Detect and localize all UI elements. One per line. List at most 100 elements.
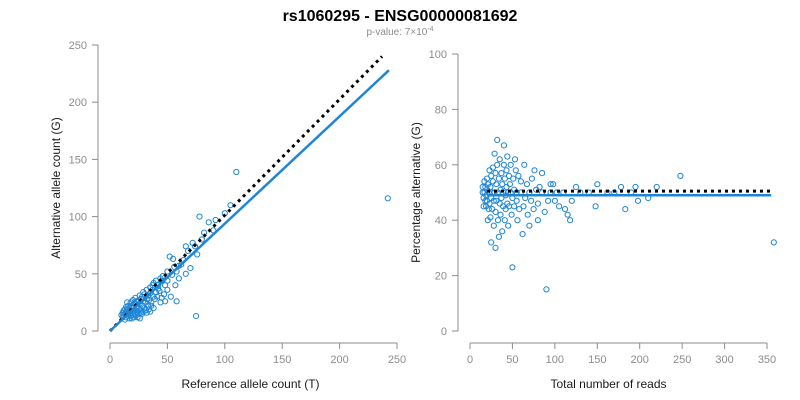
left-data-point [175, 275, 182, 282]
right-data-point [496, 200, 503, 207]
left-y-tick-label: 150 [69, 154, 87, 166]
right-x-tick-label: 250 [673, 354, 691, 366]
right-data-point [494, 161, 501, 168]
right-data-point [528, 197, 535, 204]
right-x-tick-label: 100 [546, 354, 564, 366]
right-data-point [489, 164, 496, 171]
right-data-point [573, 183, 580, 191]
right-data-point [503, 167, 510, 174]
right-data-point [561, 206, 569, 213]
right-y-tick-label: 0 [441, 326, 447, 338]
right-data-point [495, 175, 502, 182]
right-data-point [496, 156, 503, 163]
right-data-point [500, 142, 507, 149]
right-data-point [494, 136, 501, 143]
right-data-point [486, 167, 493, 174]
left-data-point [212, 216, 219, 224]
right-data-point [526, 222, 533, 229]
left-x-tick-label: 0 [107, 354, 113, 366]
right-data-point [490, 222, 497, 229]
left-data-point [384, 195, 391, 202]
left-data-point [154, 293, 161, 300]
left-scatter-panel: 0 50 100 150 200 250 0 50 100 150 200 250 Reference … [49, 40, 406, 391]
right-y-tick-label: 80 [435, 104, 447, 116]
right-x-tick-label: 0 [467, 354, 473, 366]
left-y-axis-label: Alternative allele count (G) [49, 117, 63, 258]
right-data-point [534, 217, 542, 224]
right-data-point [505, 172, 513, 179]
left-x-tick-label: 200 [330, 354, 348, 366]
right-data-point [543, 286, 550, 293]
right-data-point [498, 170, 505, 177]
left-x-tick-label: 50 [161, 354, 173, 366]
right-data-point [514, 217, 521, 224]
right-data-point [507, 161, 514, 168]
right-data-point [556, 203, 563, 210]
right-data-point [592, 203, 599, 210]
right-data-point [481, 178, 488, 185]
right-data-point [501, 175, 508, 182]
right-scatter-panel: 0 50 100 150 200 250 300 350 0 20 40 60 80 100 Total n… [409, 49, 777, 391]
right-y-axis-label: Percentage alternative (G) [409, 122, 423, 263]
left-x-axis-label: Reference allele count (T) [181, 377, 319, 391]
right-data-point [517, 178, 525, 185]
right-data-point [530, 206, 537, 213]
right-data-point [510, 175, 517, 182]
left-y-tick-label: 0 [81, 326, 87, 338]
right-data-point [564, 211, 571, 218]
right-data-point [539, 170, 546, 177]
subtitle-prefix: p-value: 7 [366, 27, 410, 38]
right-data-point [534, 200, 542, 207]
chart-subtitle: p-value: 7×10-4 [366, 26, 433, 38]
right-y-tick-label: 100 [429, 49, 447, 61]
right-data-point [531, 167, 538, 174]
right-data-point [495, 233, 502, 240]
right-data-point [489, 178, 496, 185]
right-data-point [489, 206, 496, 213]
right-data-point [617, 183, 625, 191]
left-fit-line [109, 69, 390, 332]
right-data-point [515, 172, 522, 179]
right-data-point [504, 153, 511, 160]
subtitle-times: × [410, 27, 416, 38]
left-data-point [167, 293, 174, 300]
left-data-point [172, 282, 179, 289]
right-data-point [547, 181, 554, 188]
right-data-point [501, 217, 508, 224]
left-y-tick-label: 250 [69, 40, 87, 52]
right-y-tick-label: 60 [435, 160, 447, 172]
right-data-point [505, 222, 512, 229]
left-data-point [193, 313, 200, 320]
right-y-tick-label: 20 [435, 271, 447, 283]
right-data-point [503, 183, 510, 191]
chart-title: rs1060295 - ENSG00000081692 [283, 8, 518, 25]
left-x-tick-label: 100 [216, 354, 234, 366]
right-data-point [491, 150, 498, 157]
right-data-point [488, 172, 495, 179]
left-data-point [173, 298, 180, 305]
right-data-point [480, 203, 487, 210]
right-data-point [513, 197, 520, 204]
left-data-point [145, 306, 153, 313]
right-data-point [492, 244, 499, 251]
right-data-point [550, 181, 557, 188]
left-data-point [150, 293, 157, 300]
right-data-point [504, 200, 511, 207]
subtitle-base: 10 [416, 27, 428, 38]
right-data-point [521, 161, 528, 168]
left-data-point [164, 286, 171, 293]
left-data-point [182, 270, 189, 277]
right-data-point [632, 183, 639, 191]
left-data-point [156, 287, 163, 295]
right-data-point [506, 181, 513, 188]
left-reference-line [108, 55, 384, 333]
right-data-point [677, 172, 684, 179]
right-data-point [528, 175, 536, 182]
left-data-point [194, 251, 201, 258]
left-data-point [233, 168, 240, 176]
right-data-point [493, 197, 500, 204]
right-data-point [499, 228, 506, 235]
left-data-point [205, 219, 212, 226]
left-y-tick-label: 200 [69, 97, 87, 109]
right-data-point [545, 197, 552, 204]
